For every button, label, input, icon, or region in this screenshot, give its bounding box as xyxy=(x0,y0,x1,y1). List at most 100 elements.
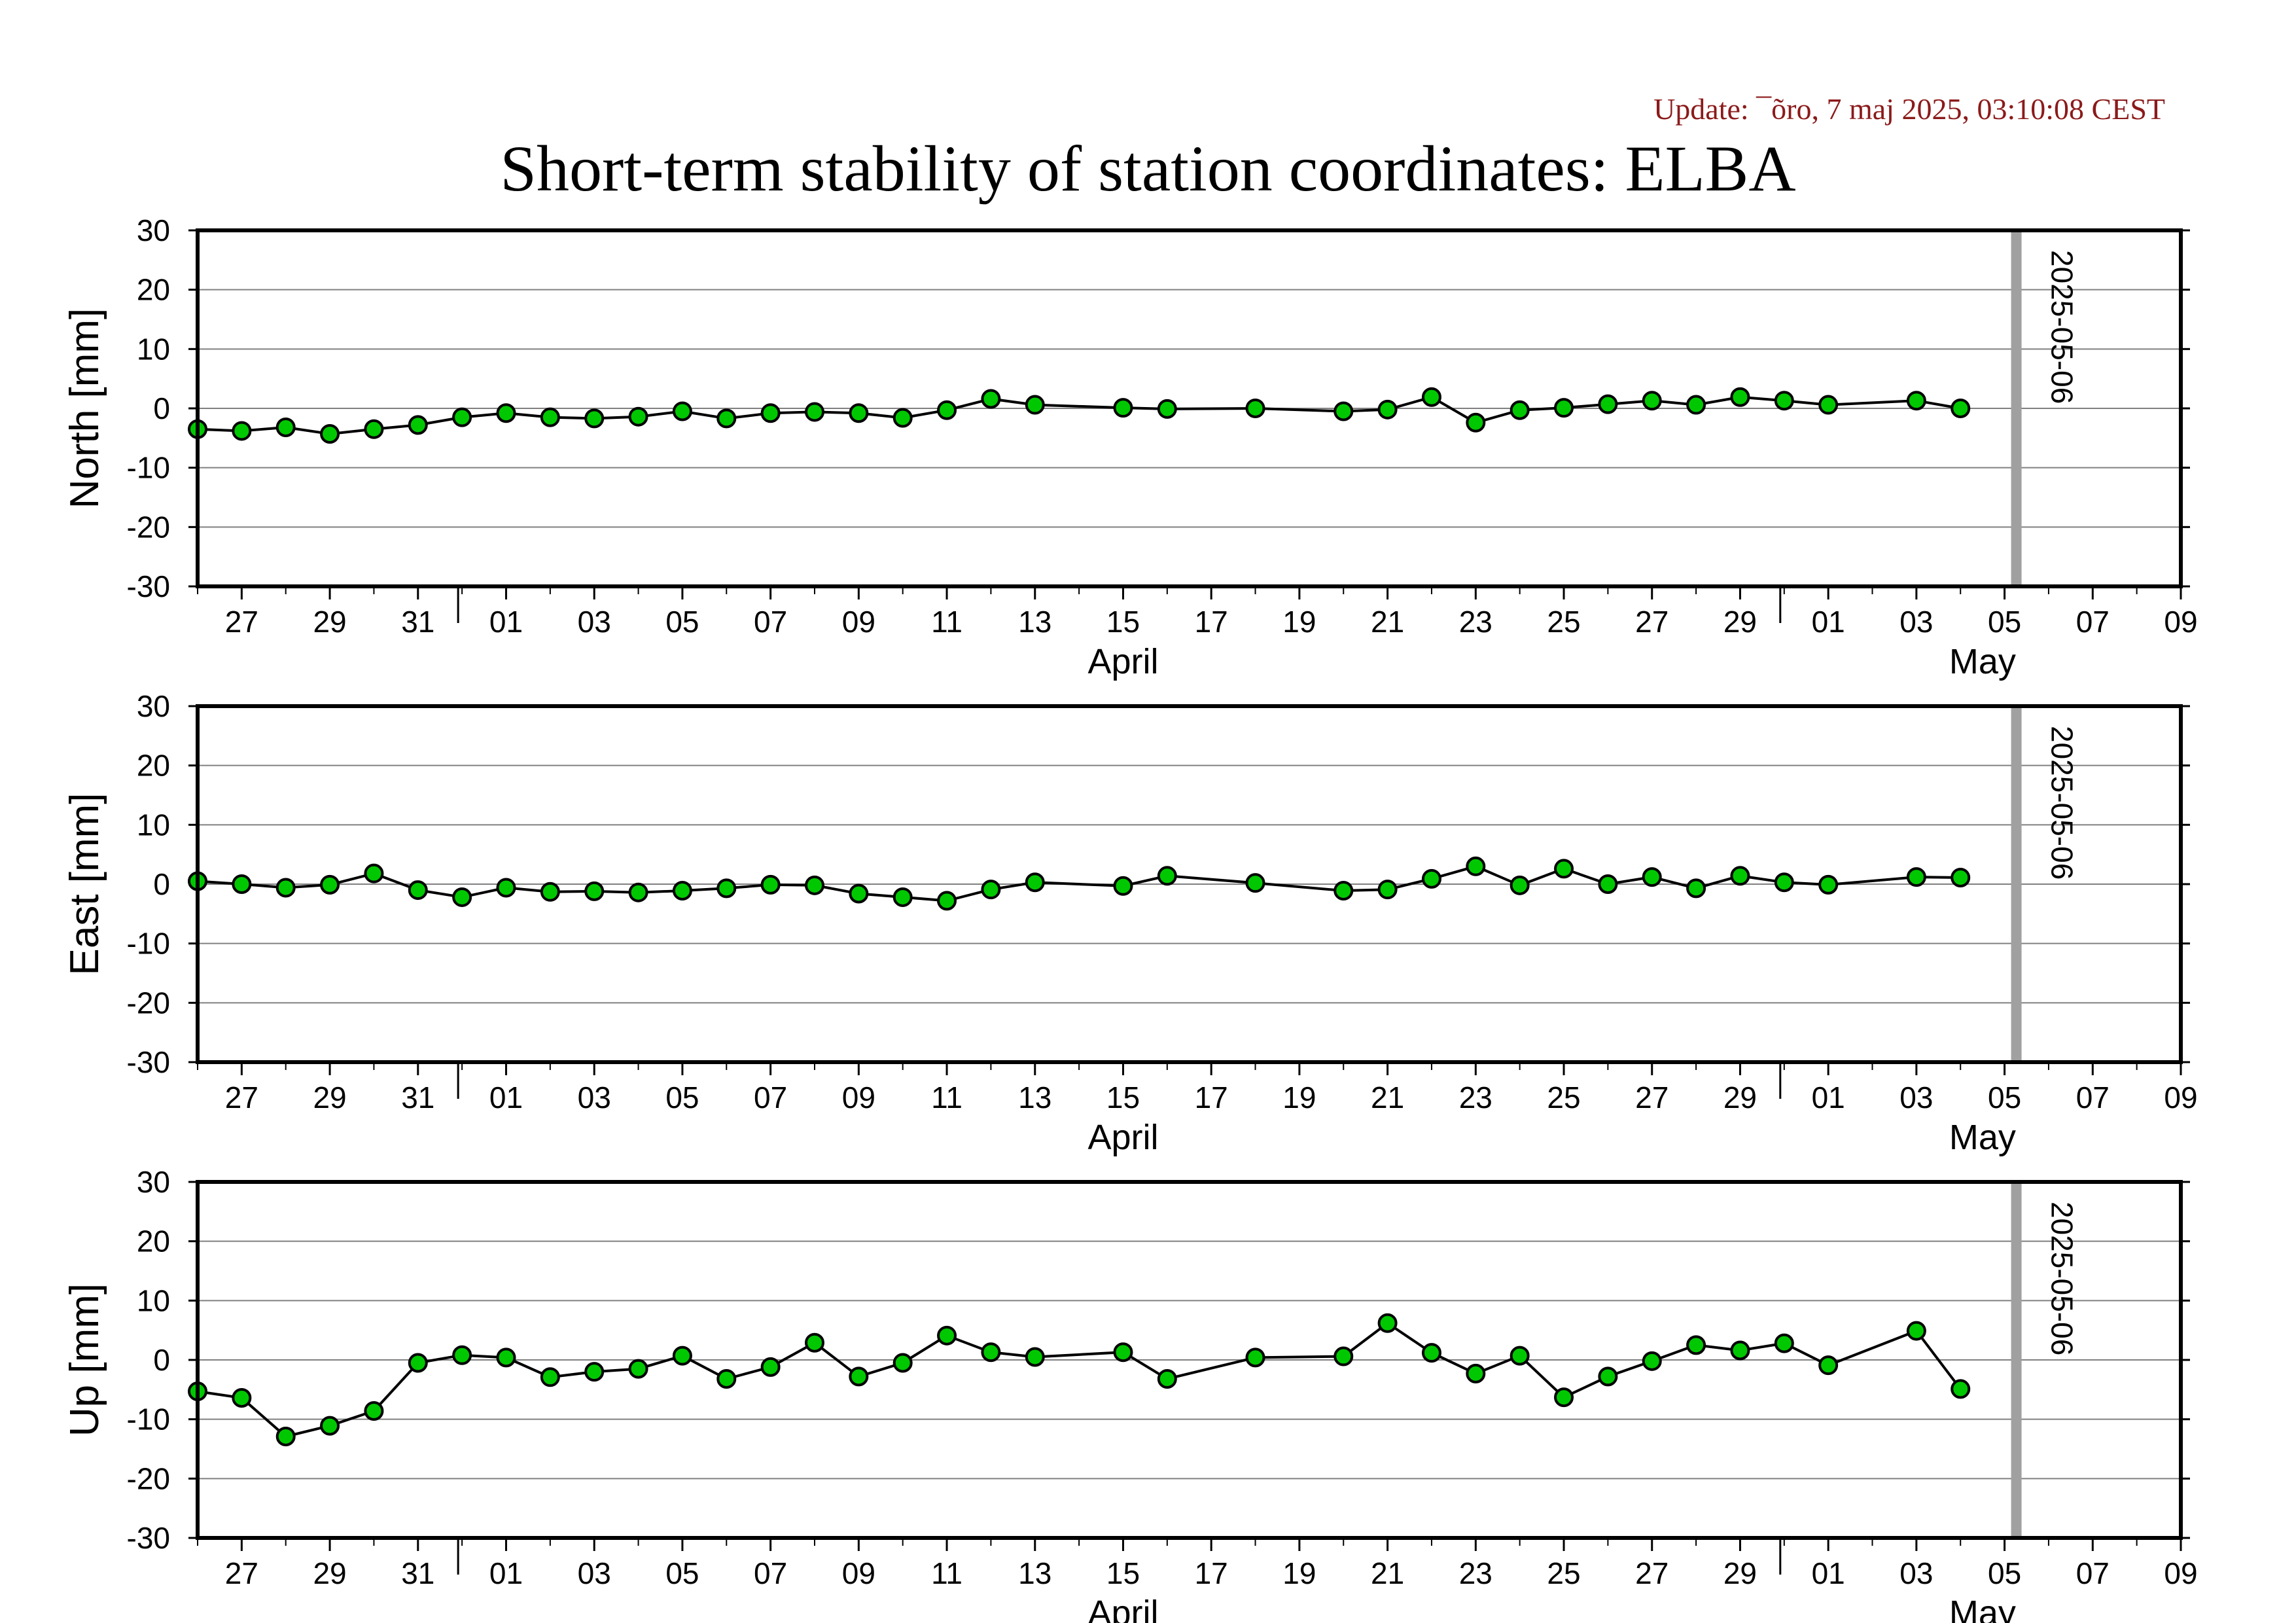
y-tick-label: -30 xyxy=(127,1045,170,1079)
x-tick-label: 03 xyxy=(578,1080,611,1115)
data-point xyxy=(760,874,781,895)
data-point xyxy=(1421,1343,1441,1363)
x-tick-label: 19 xyxy=(1282,605,1316,639)
y-tick-label: -30 xyxy=(127,569,170,603)
data-point xyxy=(1157,866,1177,886)
data-point xyxy=(1113,398,1133,418)
data-point xyxy=(1686,395,1706,415)
data-point xyxy=(496,1347,516,1368)
y-tick-label: 10 xyxy=(137,332,170,366)
x-tick-label: 01 xyxy=(489,605,523,639)
data-point xyxy=(892,408,913,428)
x-tick-label: 03 xyxy=(578,605,611,639)
data-point xyxy=(1951,868,1971,888)
data-point xyxy=(849,883,869,904)
data-point xyxy=(1245,873,1265,893)
data-point xyxy=(1510,1346,1530,1366)
data-point xyxy=(628,406,648,427)
x-tick-label: 25 xyxy=(1547,605,1580,639)
data-point xyxy=(364,1400,384,1421)
x-tick-label: 09 xyxy=(2164,605,2197,639)
data-point xyxy=(1245,1347,1265,1368)
data-point xyxy=(1025,1347,1045,1367)
data-point xyxy=(1510,875,1530,895)
data-point xyxy=(540,1367,560,1387)
date-marker-label: 2025-05-06 xyxy=(2045,726,2079,880)
page-title: Short-term stability of station coordina… xyxy=(500,132,1796,205)
x-tick-label: 29 xyxy=(313,1080,346,1115)
x-tick-label: 27 xyxy=(1635,1080,1669,1115)
x-tick-label: 27 xyxy=(1635,1556,1669,1590)
x-tick-label: 05 xyxy=(1988,1556,2021,1590)
x-tick-label: 23 xyxy=(1459,1556,1492,1590)
data-point xyxy=(672,401,692,421)
data-point xyxy=(716,878,737,899)
data-point xyxy=(320,874,340,895)
data-point xyxy=(804,402,824,422)
x-month-label: April xyxy=(1087,642,1158,681)
data-point xyxy=(1466,1363,1486,1383)
data-point xyxy=(628,1359,648,1379)
x-tick-label: 27 xyxy=(225,1556,258,1590)
data-point xyxy=(1774,872,1794,893)
data-point xyxy=(408,415,428,435)
data-point xyxy=(496,403,516,423)
x-tick-label: 05 xyxy=(1988,605,2021,639)
x-tick-label: 31 xyxy=(401,605,434,639)
data-point xyxy=(892,887,913,907)
data-point xyxy=(849,1366,869,1387)
x-tick-label: 13 xyxy=(1018,605,1051,639)
data-point xyxy=(364,419,384,439)
data-point xyxy=(1466,412,1486,433)
x-tick-label: 21 xyxy=(1371,605,1404,639)
x-tick-label: 31 xyxy=(401,1080,434,1115)
data-point xyxy=(1642,391,1662,411)
data-point xyxy=(981,1342,1001,1363)
y-tick-label: -30 xyxy=(127,1521,170,1555)
data-point xyxy=(672,1346,692,1366)
data-point xyxy=(496,878,516,898)
data-point xyxy=(1774,391,1794,411)
x-tick-label: 17 xyxy=(1195,1080,1228,1115)
data-point xyxy=(1774,1333,1794,1353)
x-tick-label: 01 xyxy=(489,1556,523,1590)
y-tick-label: -10 xyxy=(127,927,170,961)
x-tick-label: 27 xyxy=(225,1080,258,1115)
data-point xyxy=(364,863,384,883)
data-point xyxy=(540,882,560,902)
y-tick-label: 0 xyxy=(153,391,170,425)
x-tick-label: 21 xyxy=(1371,1556,1404,1590)
x-tick-label: 11 xyxy=(931,605,963,639)
data-point xyxy=(1245,399,1265,418)
data-point xyxy=(1377,1313,1398,1333)
x-tick-label: 09 xyxy=(2164,1080,2197,1115)
data-point xyxy=(1157,1369,1177,1389)
plot-frame xyxy=(196,704,2183,1064)
x-tick-label: 07 xyxy=(2076,605,2110,639)
x-tick-label: 03 xyxy=(578,1556,611,1590)
data-point xyxy=(716,408,737,429)
x-tick-label: 09 xyxy=(842,1080,875,1115)
x-tick-label: 03 xyxy=(1899,1080,1933,1115)
x-tick-label: 29 xyxy=(313,1556,346,1590)
data-point xyxy=(1466,856,1486,876)
data-point xyxy=(584,881,605,901)
x-month-label: May xyxy=(1949,1594,2016,1623)
x-month-label: May xyxy=(1949,1118,2016,1157)
data-point xyxy=(628,882,648,902)
data-point xyxy=(937,400,957,420)
y-tick-label: -20 xyxy=(127,986,170,1020)
data-point xyxy=(452,407,472,427)
x-tick-label: 07 xyxy=(754,1556,787,1590)
x-tick-label: 13 xyxy=(1018,1080,1051,1115)
plot-frame xyxy=(196,228,2183,588)
data-point xyxy=(804,875,824,895)
data-point xyxy=(716,1369,737,1389)
y-tick-label: -20 xyxy=(127,510,170,544)
y-tick-label: 10 xyxy=(137,1283,170,1317)
data-point xyxy=(1598,394,1618,414)
data-point xyxy=(1686,878,1706,899)
